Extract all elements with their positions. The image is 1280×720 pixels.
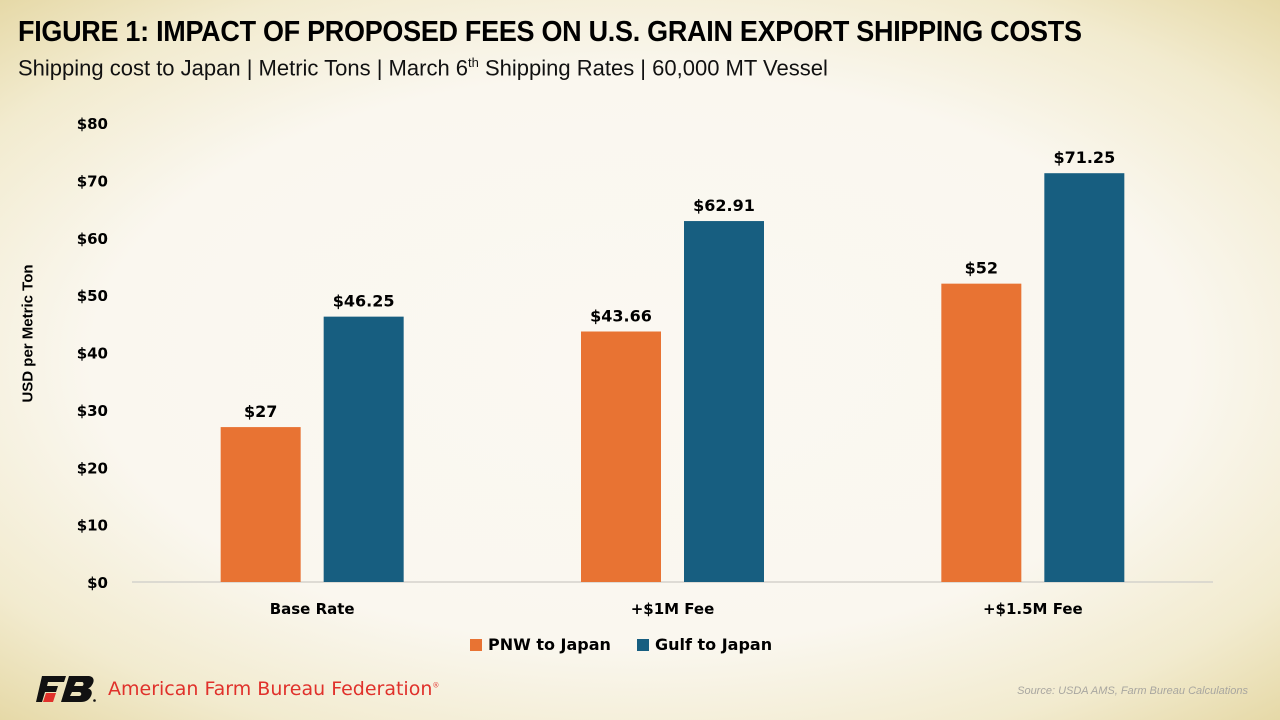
legend-label-gulf: Gulf to Japan [654, 635, 773, 654]
subtitle-text: Shipping cost to Japan | Metric Tons | M… [18, 55, 469, 81]
data-label-pnw: $27 [244, 402, 277, 421]
data-label-pnw: $43.66 [590, 307, 652, 326]
data-labels: $27 $46.25 $43.66 $62.91 $52 $71.25 [244, 148, 1115, 421]
y-tick-label: $30 [77, 402, 108, 420]
legend-label-pnw: PNW to Japan [488, 635, 611, 654]
chart-subtitle: Shipping cost to Japan | Metric Tons | M… [18, 55, 828, 81]
y-tick-label: $70 [77, 172, 108, 190]
bar-pnw [941, 283, 1022, 582]
x-category-label: Base Rate [270, 600, 355, 618]
org-name: American Farm Bureau Federation® [108, 678, 439, 700]
y-tick-label: $40 [77, 345, 108, 363]
y-tick-label: $60 [77, 230, 108, 248]
bar-gulf [1044, 173, 1125, 582]
subtitle-text-end: Shipping Rates | 60,000 MT Vessel [478, 55, 828, 81]
y-tick-label: $10 [77, 517, 108, 535]
legend-swatch-gulf [636, 638, 649, 651]
data-label-gulf: $71.25 [1053, 148, 1115, 167]
afbf-logo: American Farm Bureau Federation® [36, 676, 439, 702]
legend-swatch-pnw [470, 638, 482, 651]
bar-pnw [581, 331, 661, 582]
legend: PNW to Japan Gulf to Japan [470, 635, 772, 654]
legend-item-gulf: Gulf to Japan [636, 635, 773, 654]
bar-pnw [220, 427, 301, 582]
bar-gulf [323, 316, 404, 582]
registered-mark: ® [432, 681, 440, 690]
legend-item-pnw: PNW to Japan [470, 635, 611, 654]
category-labels: Base Rate +$1M Fee +$1.5M Fee [270, 600, 1083, 618]
fb-logo-icon [36, 676, 96, 702]
data-label-pnw: $52 [965, 259, 998, 278]
bar-gulf [684, 221, 764, 582]
y-tick-label: $0 [87, 574, 108, 592]
y-tick-label: $80 [77, 115, 108, 133]
source-note: Source: USDA AMS, Farm Bureau Calculatio… [1017, 685, 1248, 697]
org-name-text: American Farm Bureau Federation [108, 678, 433, 700]
data-label-gulf: $62.91 [693, 196, 755, 215]
x-category-label: +$1M Fee [631, 600, 715, 618]
chart-title: FIGURE 1: IMPACT OF PROPOSED FEES ON U.S… [18, 16, 1082, 48]
y-tick-label: $50 [77, 287, 108, 305]
x-category-label: +$1.5M Fee [983, 600, 1083, 618]
y-axis-ticks: $0 $10 $20 $30 $40 $50 $60 $70 $80 [77, 115, 108, 592]
bars [220, 173, 1125, 582]
subtitle-superscript: th [468, 55, 479, 70]
data-label-gulf: $46.25 [333, 292, 395, 311]
y-tick-label: $20 [77, 459, 108, 477]
